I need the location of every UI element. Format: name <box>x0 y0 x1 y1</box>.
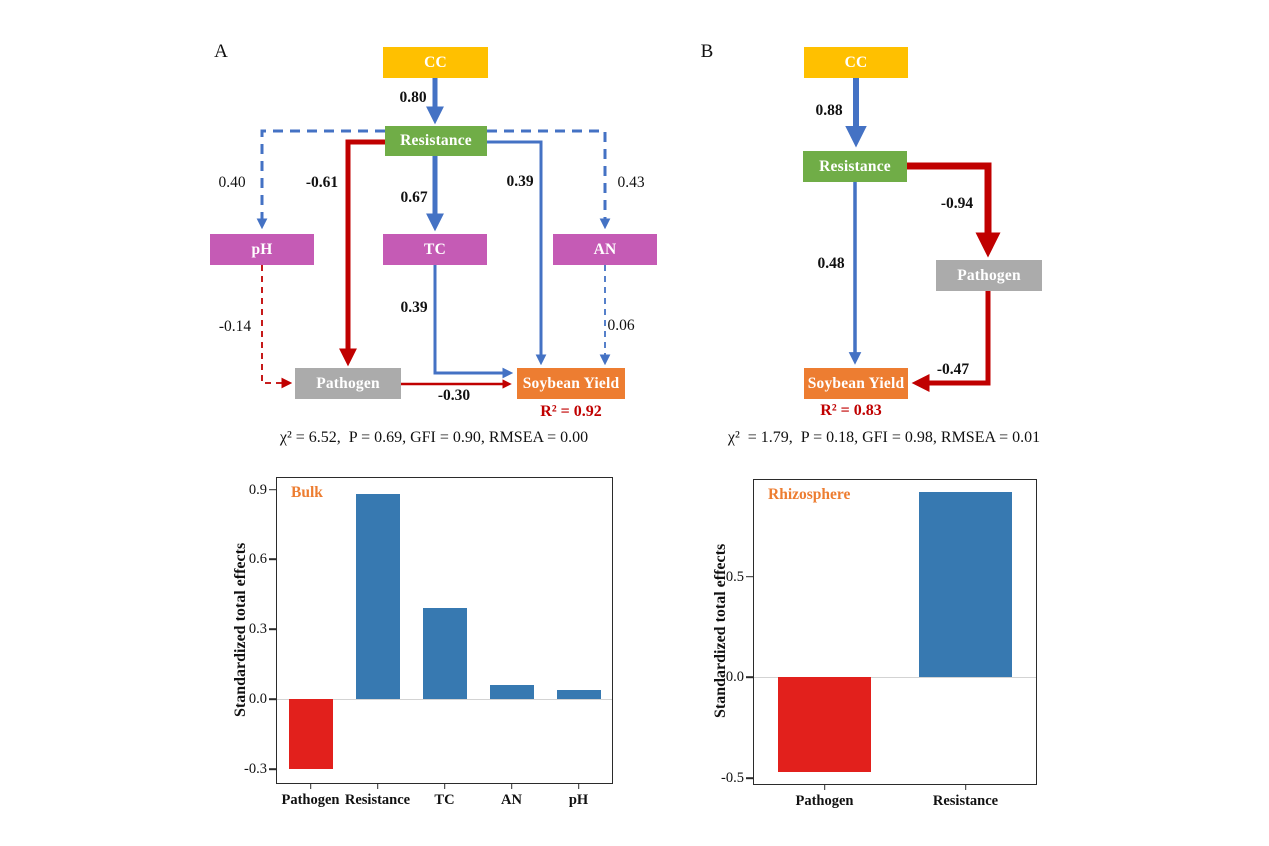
x-tick-mark <box>823 784 826 790</box>
bar-pathogen <box>778 677 871 772</box>
y-tick-mark <box>269 558 277 561</box>
coef-b-resistance-yield: 0.48 <box>817 255 845 272</box>
bar-resistance <box>919 492 1012 678</box>
y-tick-mark <box>269 698 277 700</box>
path-a-ph-pathogen <box>261 265 293 389</box>
x-tick-label: TC <box>434 792 455 808</box>
coef-a-tc-yield: 0.39 <box>400 299 428 316</box>
node-a-an: AN <box>553 234 657 265</box>
y-tick-label: -0.5 <box>721 769 744 786</box>
y-tick-mark <box>746 575 754 578</box>
coef-a-resistance-yield: 0.39 <box>506 173 534 190</box>
x-tick-label: AN <box>501 792 522 808</box>
coef-b-cc-resistance: 0.88 <box>815 102 843 119</box>
y-tick-label: 0.6 <box>248 551 267 568</box>
node-a-soybean-yield: Soybean Yield <box>517 368 625 399</box>
x-tick-mark <box>443 783 446 789</box>
y-tick-mark <box>269 488 277 491</box>
bar-tc <box>422 608 467 700</box>
bar-an <box>489 685 534 700</box>
x-tick-mark <box>577 783 580 789</box>
y-tick-mark <box>269 628 277 631</box>
bar-resistance <box>355 494 400 700</box>
y-tick-label: 0.5 <box>725 568 744 585</box>
chart-annotation-rhizosphere: Rhizosphere <box>768 486 851 503</box>
panel-b-label: B <box>700 41 714 62</box>
node-b-resistance: Resistance <box>803 151 907 182</box>
x-tick-label: Pathogen <box>795 793 854 809</box>
y-tick-label: -0.3 <box>244 760 267 777</box>
fit-statistics-a: χ² = 6.52, P = 0.69, GFI = 0.90, RMSEA =… <box>279 429 589 446</box>
y-tick-label: 0.0 <box>725 669 744 686</box>
coef-a-ph-pathogen: -0.14 <box>218 318 252 335</box>
x-tick-label: Resistance <box>344 792 411 808</box>
node-b-cc: CC <box>804 47 908 78</box>
coef-a-an-yield: 0.06 <box>607 317 635 334</box>
coef-a-resistance-tc: 0.67 <box>400 189 428 206</box>
y-tick-label: 0.3 <box>248 621 267 638</box>
node-b-pathogen: Pathogen <box>936 260 1042 291</box>
y-axis-title-rhizosphere: Standardized total effects <box>712 543 729 719</box>
node-a-resistance: Resistance <box>385 126 487 156</box>
chart-rhizosphere: Pathogen Resistance 0.5 0.0 -0.5 Rhizosphere <box>721 479 1037 809</box>
fit-statistics-b: χ² = 1.79, P = 0.18, GFI = 0.98, RMSEA =… <box>727 429 1041 446</box>
r-squared-b: R² = 0.83 <box>820 402 882 419</box>
path-a-resistance-yield <box>487 140 547 366</box>
x-tick-label: Resistance <box>932 793 999 809</box>
coef-a-resistance-an: 0.43 <box>617 174 645 191</box>
r-squared-a: R² = 0.92 <box>540 403 602 420</box>
panel-a-label: A <box>214 41 228 62</box>
coef-a-resistance-ph: 0.40 <box>218 174 246 191</box>
node-b-soybean-yield: Soybean Yield <box>804 368 908 399</box>
coef-b-pathogen-yield: -0.47 <box>936 361 970 378</box>
y-tick-mark <box>746 676 754 679</box>
zero-line <box>277 699 612 701</box>
zero-line <box>754 677 1036 679</box>
y-tick-label: 0.9 <box>248 481 267 498</box>
node-a-pathogen: Pathogen <box>295 368 401 399</box>
node-a-cc: CC <box>383 47 488 78</box>
y-tick-label: 0.0 <box>248 690 267 707</box>
bar-pathogen <box>288 699 333 770</box>
x-tick-label: Pathogen <box>281 792 340 808</box>
x-tick-mark <box>376 783 379 789</box>
bar-ph <box>556 689 601 700</box>
node-a-tc: TC <box>383 234 487 265</box>
y-tick-mark <box>746 777 754 779</box>
x-tick-mark <box>510 783 513 789</box>
coef-a-cc-resistance: 0.80 <box>399 89 427 106</box>
path-b-pathogen-yield <box>911 291 991 392</box>
path-a-resistance-an <box>487 129 611 230</box>
path-a-resistance-pathogen <box>339 139 385 367</box>
path-a-tc-yield <box>433 265 514 379</box>
coef-a-pathogen-yield: -0.30 <box>437 387 471 404</box>
x-tick-mark <box>309 783 312 789</box>
x-tick-mark <box>964 784 967 790</box>
node-a-ph: pH <box>210 234 314 265</box>
coef-a-resistance-pathogen: -0.61 <box>305 174 339 191</box>
chart-bulk: Pathogen Resistance TC AN pH 0.9 0.6 0.3 0.0 -0.3… <box>244 477 613 808</box>
path-b-resistance-pathogen <box>907 162 1001 258</box>
path-a-resistance-ph <box>256 129 385 230</box>
y-tick-mark <box>269 768 277 770</box>
coef-b-resistance-pathogen: -0.94 <box>940 195 974 212</box>
x-tick-label: pH <box>568 792 589 808</box>
chart-annotation-bulk: Bulk <box>291 484 323 501</box>
